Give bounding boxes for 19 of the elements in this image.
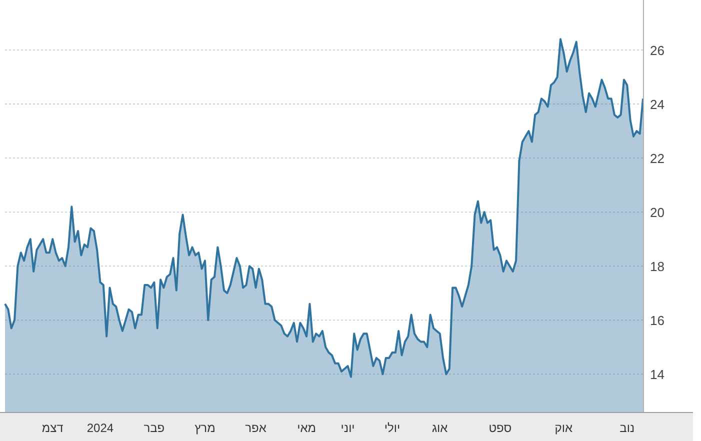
x-tick-label: ספט [488,421,512,435]
y-tick-label: 14 [650,367,664,382]
x-tick-label: יוני [340,421,355,435]
y-tick-label: 22 [650,151,664,166]
x-tick-label: אפר [245,421,267,435]
x-tick-label: אוק [554,421,573,435]
y-tick-label: 16 [650,313,664,328]
x-tick-label: דצמ [42,421,64,435]
x-tick-label: מאי [297,421,316,435]
y-tick-label: 24 [650,97,664,112]
x-tick-label: נוב [620,421,635,435]
x-tick-label: 2024 [86,421,114,435]
x-tick-label: מרץ [194,421,216,435]
y-tick-label: 18 [650,259,664,274]
x-tick-label: פבר [144,421,165,435]
y-tick-label: 26 [650,42,664,58]
y-tick-label: 20 [650,205,664,220]
x-tick-label: יולי [384,421,400,435]
x-tick-label: אוג [432,421,448,435]
